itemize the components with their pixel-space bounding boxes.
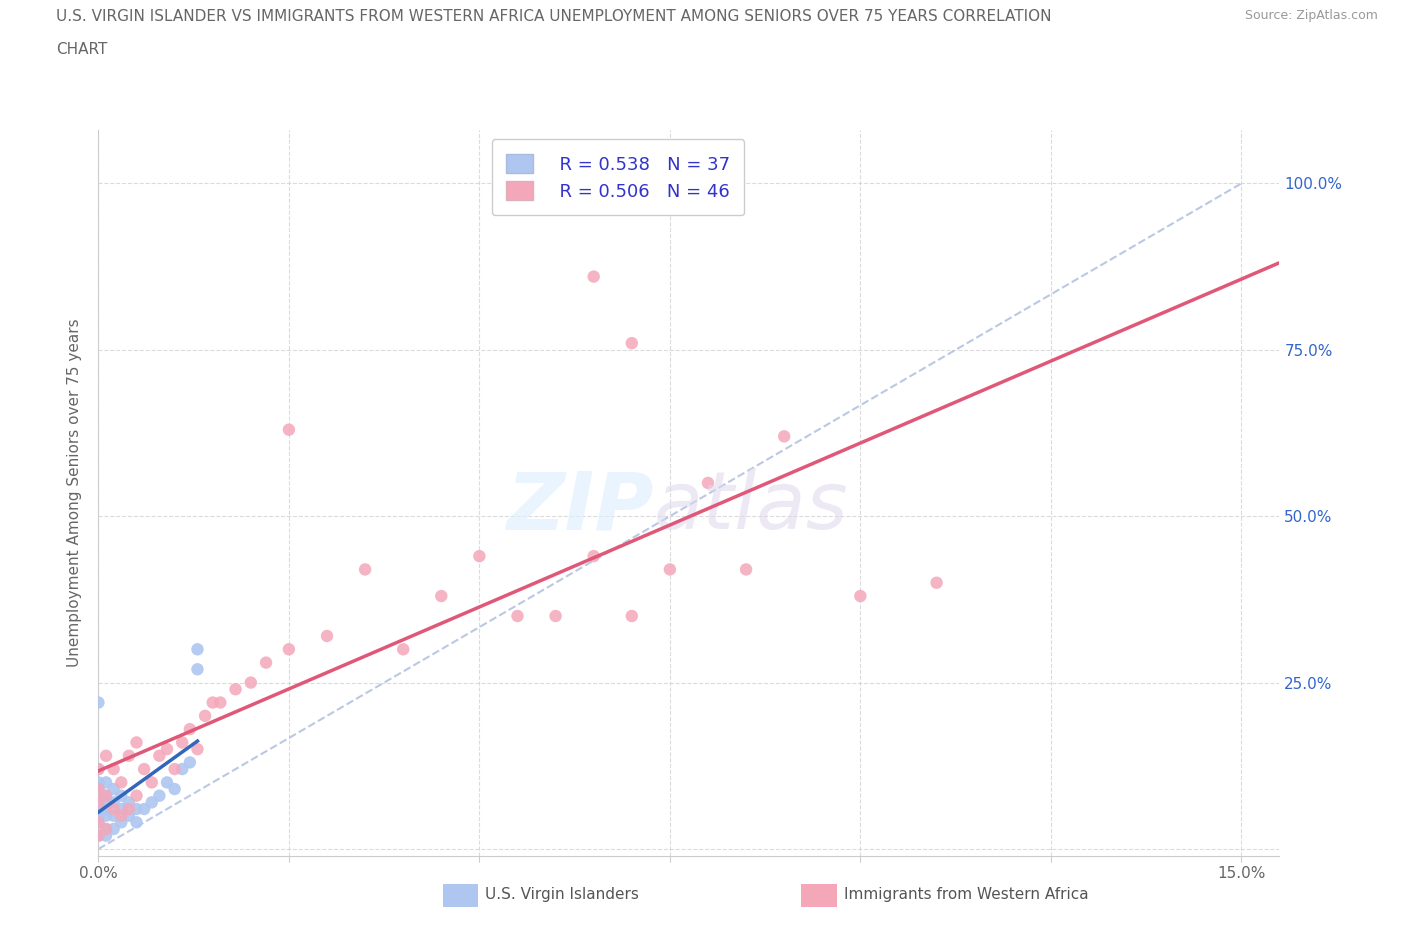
Point: [87, 762, 110, 777]
Point: [354, 562, 377, 577]
Point: [316, 629, 339, 644]
Point: [118, 795, 141, 810]
Text: U.S. VIRGIN ISLANDER VS IMMIGRANTS FROM WESTERN AFRICA UNEMPLOYMENT AMONG SENIOR: U.S. VIRGIN ISLANDER VS IMMIGRANTS FROM …: [56, 9, 1052, 24]
Point: [87, 815, 110, 830]
Point: [506, 608, 529, 623]
Point: [103, 781, 125, 796]
Point: [582, 549, 605, 564]
Point: [94, 749, 117, 764]
Point: [658, 562, 681, 577]
Legend:   R = 0.538   N = 37,   R = 0.506   N = 46: R = 0.538 N = 37, R = 0.506 N = 46: [492, 140, 744, 215]
Point: [94, 821, 117, 836]
Point: [103, 762, 125, 777]
Text: U.S. Virgin Islanders: U.S. Virgin Islanders: [485, 887, 638, 902]
Point: [87, 795, 110, 810]
Point: [430, 589, 453, 604]
Point: [87, 789, 110, 804]
Point: [110, 808, 132, 823]
Point: [179, 722, 201, 737]
Point: [849, 589, 872, 604]
Point: [209, 695, 232, 710]
Point: [94, 802, 117, 817]
Point: [94, 795, 117, 810]
Point: [163, 781, 186, 796]
Point: [186, 662, 208, 677]
Point: [103, 808, 125, 823]
Text: ZIP: ZIP: [506, 469, 654, 547]
Point: [87, 802, 110, 817]
Point: [125, 815, 148, 830]
Point: [582, 269, 605, 284]
Point: [254, 655, 277, 670]
Point: [87, 781, 110, 796]
Point: [163, 762, 186, 777]
Point: [103, 802, 125, 817]
Point: [620, 336, 643, 351]
Point: [239, 675, 262, 690]
Point: [125, 802, 148, 817]
Point: [277, 642, 299, 657]
Point: [87, 829, 110, 844]
Point: [148, 749, 170, 764]
Point: [468, 549, 491, 564]
Point: [225, 682, 247, 697]
Point: [125, 789, 148, 804]
Point: [392, 642, 415, 657]
Point: [735, 562, 758, 577]
Point: [172, 735, 194, 750]
Point: [277, 422, 299, 437]
Point: [94, 829, 117, 844]
Point: [87, 775, 110, 790]
Point: [141, 775, 163, 790]
Point: [544, 608, 567, 623]
Point: [87, 762, 110, 777]
Point: [87, 795, 110, 810]
Point: [148, 789, 170, 804]
Point: [172, 762, 194, 777]
Point: [118, 749, 141, 764]
Point: [697, 475, 720, 490]
Point: [87, 695, 110, 710]
Point: [110, 775, 132, 790]
Point: [103, 821, 125, 836]
Point: [118, 808, 141, 823]
Text: CHART: CHART: [56, 42, 108, 57]
Point: [156, 742, 179, 757]
Point: [110, 802, 132, 817]
Point: [186, 642, 208, 657]
Point: [201, 695, 224, 710]
Point: [94, 789, 117, 804]
Text: Source: ZipAtlas.com: Source: ZipAtlas.com: [1244, 9, 1378, 22]
Point: [110, 815, 132, 830]
Point: [925, 576, 948, 591]
Text: atlas: atlas: [654, 469, 848, 547]
Point: [156, 775, 179, 790]
Point: [134, 762, 156, 777]
Text: Immigrants from Western Africa: Immigrants from Western Africa: [844, 887, 1088, 902]
Point: [134, 802, 156, 817]
Point: [87, 829, 110, 844]
Point: [87, 781, 110, 796]
Point: [186, 742, 208, 757]
Point: [94, 789, 117, 804]
Point: [87, 808, 110, 823]
Point: [179, 755, 201, 770]
Point: [94, 821, 117, 836]
Point: [110, 789, 132, 804]
Point: [103, 795, 125, 810]
Point: [141, 795, 163, 810]
Y-axis label: Unemployment Among Seniors over 75 years: Unemployment Among Seniors over 75 years: [67, 319, 83, 667]
Point: [194, 709, 217, 724]
Point: [87, 815, 110, 830]
Point: [94, 808, 117, 823]
Point: [125, 735, 148, 750]
Point: [118, 802, 141, 817]
Point: [94, 775, 117, 790]
Point: [620, 608, 643, 623]
Point: [773, 429, 796, 444]
